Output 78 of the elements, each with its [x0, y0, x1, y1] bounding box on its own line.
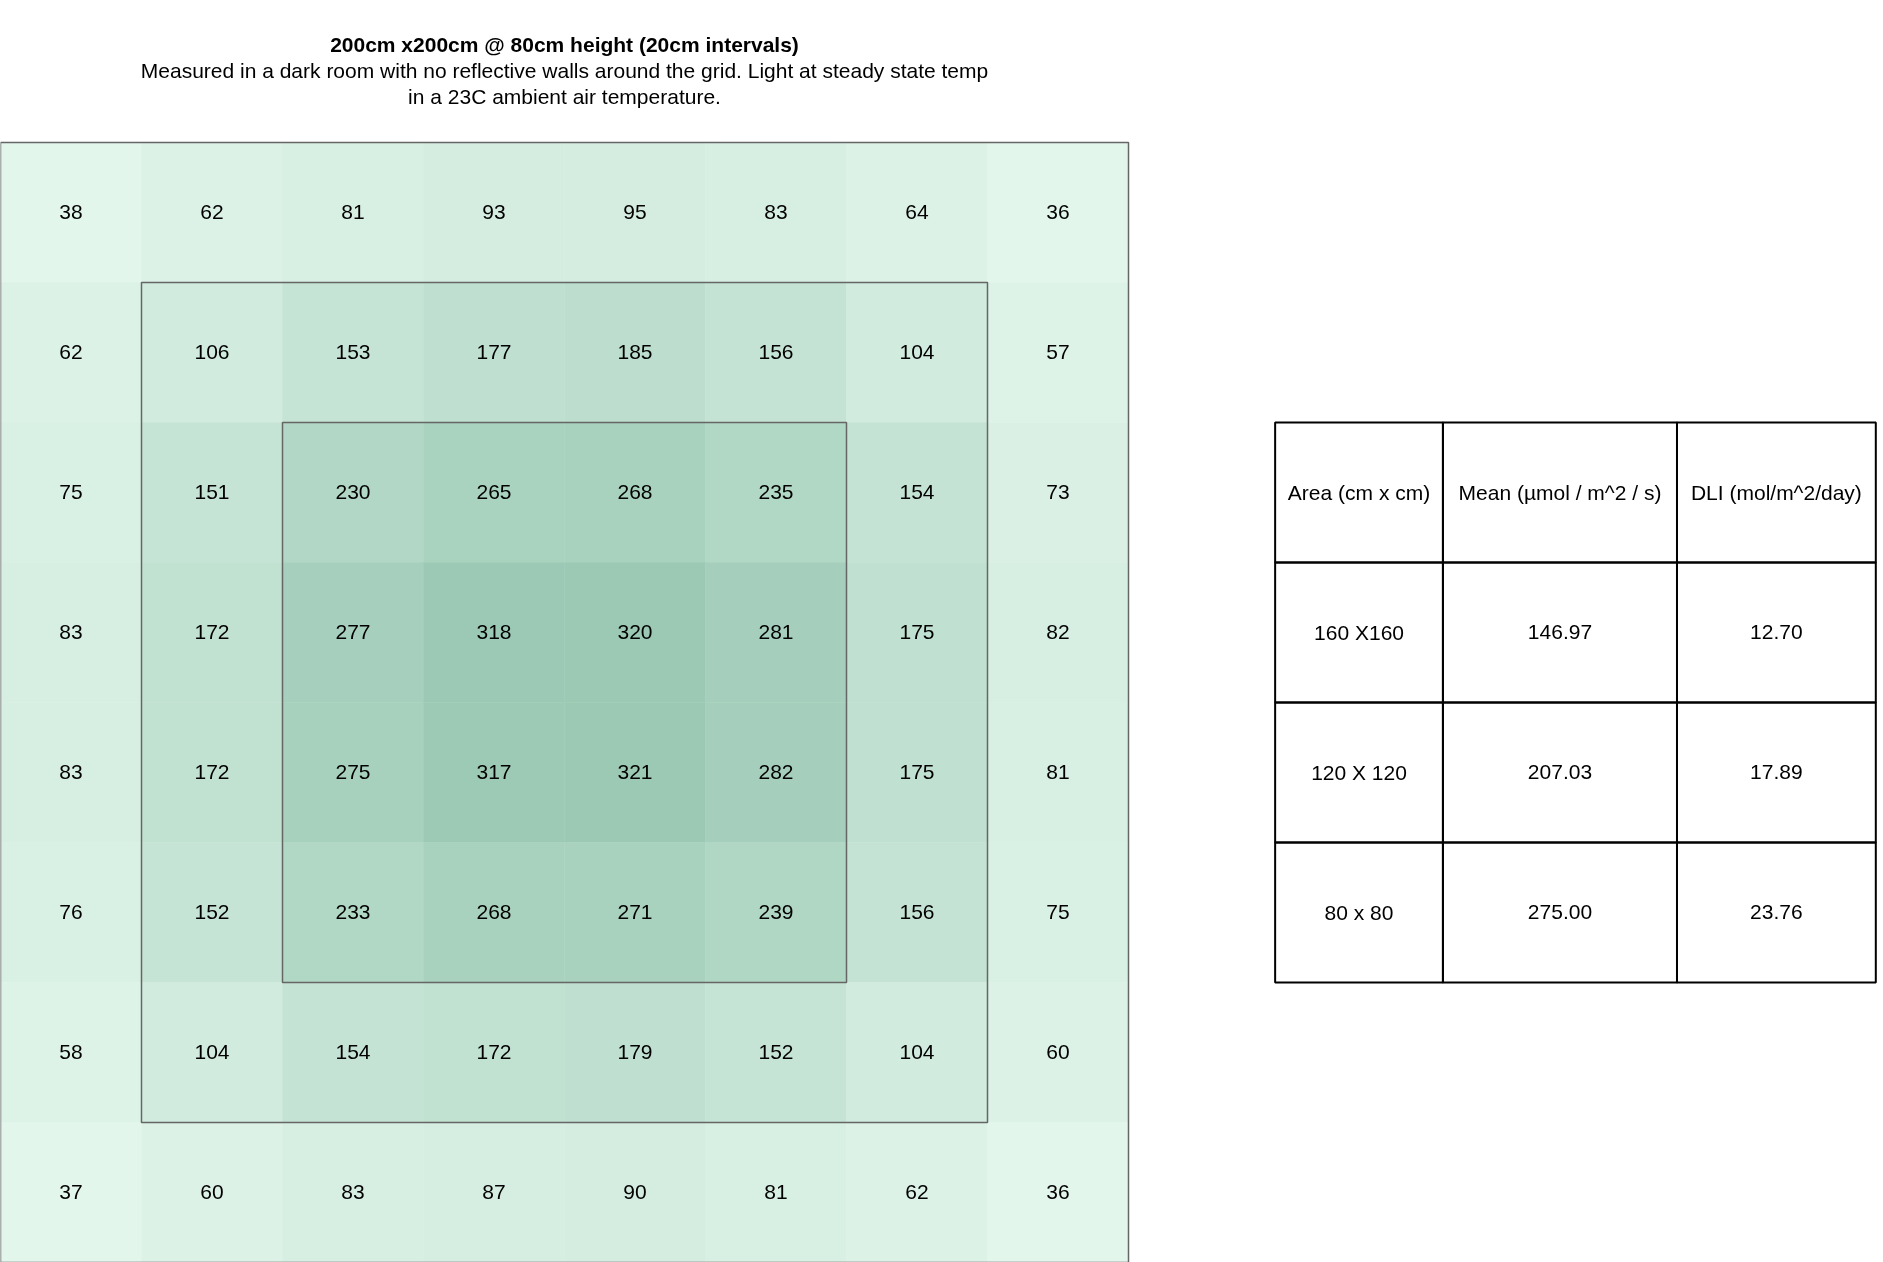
data-label: 83	[59, 620, 83, 644]
data-label: 230	[335, 480, 371, 504]
data-label: 64	[905, 200, 929, 224]
data-label: 81	[1046, 760, 1070, 784]
data-label: 38	[59, 200, 83, 224]
text: DLI (mol/m^2/day)	[1690, 480, 1862, 504]
data-label: 281	[758, 620, 794, 644]
text: 23.76	[1750, 900, 1803, 924]
text: 160 X160	[1314, 620, 1404, 644]
data-label: 75	[59, 480, 83, 504]
data-label: 81	[764, 1180, 788, 1204]
data-label: 151	[194, 480, 230, 504]
chart-subtitle: Measured in a dark room with no reflective walls around the grid. Light at steady state temp in a 23C ambient air temperature.	[140, 58, 989, 108]
data-label: 57	[1046, 340, 1070, 364]
data-label: 82	[1046, 620, 1070, 644]
data-label: 90	[623, 1180, 647, 1204]
data-label: 104	[899, 1040, 935, 1064]
text: Area (cm x cm)	[1287, 480, 1431, 504]
data-label: 81	[341, 200, 365, 224]
data-label: 104	[899, 340, 935, 364]
data-label: 153	[335, 340, 371, 364]
data-label: 277	[335, 620, 371, 644]
data-label: 268	[617, 480, 653, 504]
data-label: 154	[899, 480, 935, 504]
text: 146.97	[1527, 620, 1593, 644]
data-label: 36	[1046, 200, 1070, 224]
data-label: 172	[194, 760, 230, 784]
data-label: 235	[758, 480, 794, 504]
text: Mean (µmol / m^2 / s)	[1458, 480, 1662, 504]
data-label: 83	[341, 1180, 365, 1204]
text: 275.00	[1527, 900, 1593, 924]
data-label: 58	[59, 1040, 83, 1064]
chart-title: 200cm x200cm @ 80cm height (20cm intervals)	[330, 32, 799, 56]
data-label: 265	[476, 480, 512, 504]
data-label: 185	[617, 340, 653, 364]
data-label: 271	[617, 900, 653, 924]
text: 207.03	[1527, 760, 1593, 784]
data-label: 320	[617, 620, 653, 644]
data-label: 268	[476, 900, 512, 924]
data-label: 233	[335, 900, 371, 924]
data-label: 175	[899, 620, 935, 644]
data-label: 87	[482, 1180, 506, 1204]
data-label: 37	[59, 1180, 83, 1204]
data-label: 93	[482, 200, 506, 224]
data-label: 179	[617, 1040, 653, 1064]
data-label: 106	[194, 340, 230, 364]
data-label: 76	[59, 900, 83, 924]
data-label: 83	[764, 200, 788, 224]
data-label: 317	[476, 760, 512, 784]
data-label: 36	[1046, 1180, 1070, 1204]
data-label: 95	[623, 200, 647, 224]
data-label: 83	[59, 760, 83, 784]
data-label: 275	[335, 760, 371, 784]
data-label: 321	[617, 760, 653, 784]
data-label: 172	[194, 620, 230, 644]
data-label: 62	[905, 1180, 929, 1204]
data-label: 239	[758, 900, 794, 924]
text: 120 X 120	[1311, 760, 1407, 784]
data-label: 172	[476, 1040, 512, 1064]
data-label: 154	[335, 1040, 371, 1064]
data-label: 152	[758, 1040, 794, 1064]
data-label: 156	[758, 340, 794, 364]
data-label: 152	[194, 900, 230, 924]
text: 17.89	[1750, 760, 1803, 784]
data-label: 175	[899, 760, 935, 784]
data-label: 282	[758, 760, 794, 784]
data-label: 75	[1046, 900, 1070, 924]
data-label: 104	[194, 1040, 230, 1064]
data-label: 177	[476, 340, 512, 364]
text: 80 x 80	[1324, 900, 1394, 924]
data-label: 73	[1046, 480, 1070, 504]
text: 12.70	[1750, 620, 1803, 644]
data-label: 62	[59, 340, 83, 364]
data-label: 60	[1046, 1040, 1070, 1064]
data-label: 62	[200, 200, 224, 224]
data-label: 156	[899, 900, 935, 924]
data-label: 60	[200, 1180, 224, 1204]
data-label: 318	[476, 620, 512, 644]
